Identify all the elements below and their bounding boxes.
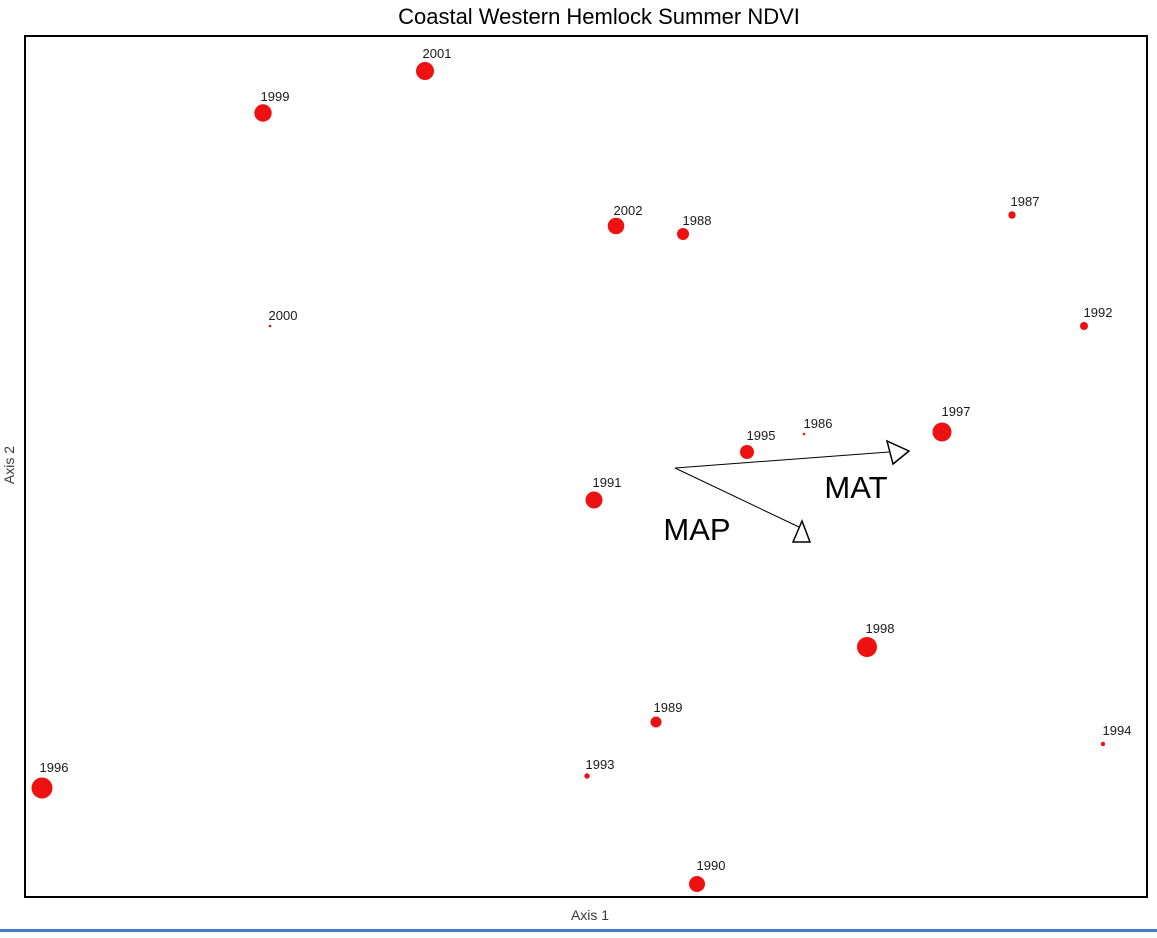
vector-label-mat: MAT [824, 470, 887, 505]
point-label-1987: 1987 [1011, 194, 1040, 209]
data-layer: MAT MAP 2001 1999 2002 1988 1987 2000 1992 1997 19… [31, 46, 1132, 892]
data-point-1991 [585, 491, 603, 509]
y-axis-label: Axis 2 [1, 446, 17, 484]
data-point-1990 [689, 876, 705, 892]
data-point-1988 [677, 228, 689, 240]
point-label-1992: 1992 [1084, 305, 1113, 320]
vector-label-map: MAP [663, 512, 730, 547]
data-point-1995 [740, 445, 754, 459]
point-label-1991: 1991 [593, 475, 622, 490]
point-label-1989: 1989 [654, 700, 683, 715]
point-label-1990: 1990 [697, 858, 726, 873]
point-label-2001: 2001 [423, 46, 452, 61]
point-label-1986: 1986 [804, 416, 833, 431]
chart-title: Coastal Western Hemlock Summer NDVI [398, 4, 800, 29]
point-label-1999: 1999 [261, 89, 290, 104]
point-label-1998: 1998 [866, 621, 895, 636]
plot-frame [24, 35, 1148, 898]
data-point-2002 [607, 217, 625, 235]
point-label-1995: 1995 [747, 428, 776, 443]
window-bottom-edge [0, 929, 1157, 932]
data-point-1986 [802, 432, 806, 436]
data-point-2001 [416, 62, 434, 80]
point-label-1988: 1988 [683, 213, 712, 228]
point-label-1993: 1993 [586, 757, 615, 772]
data-point-1987 [1008, 211, 1016, 219]
data-point-1999 [254, 104, 272, 122]
data-point-1998 [857, 637, 877, 657]
vector-arrowhead-map [791, 519, 812, 543]
point-label-2002: 2002 [614, 203, 643, 218]
point-label-2000: 2000 [269, 308, 298, 323]
data-point-2000 [268, 324, 272, 328]
data-point-1992 [1080, 322, 1088, 330]
point-label-1994: 1994 [1103, 723, 1132, 738]
vector-arrowhead-mat [885, 439, 911, 466]
point-label-1996: 1996 [40, 760, 69, 775]
vector-line-map [674, 467, 800, 528]
data-point-1994 [1100, 741, 1106, 747]
x-axis-label: Axis 1 [571, 907, 609, 923]
data-point-1996 [31, 777, 53, 799]
vector-line-mat [674, 451, 890, 469]
point-label-1997: 1997 [942, 404, 971, 419]
data-point-1997 [932, 422, 952, 442]
data-point-1989 [650, 716, 662, 728]
data-point-1993 [584, 773, 590, 779]
